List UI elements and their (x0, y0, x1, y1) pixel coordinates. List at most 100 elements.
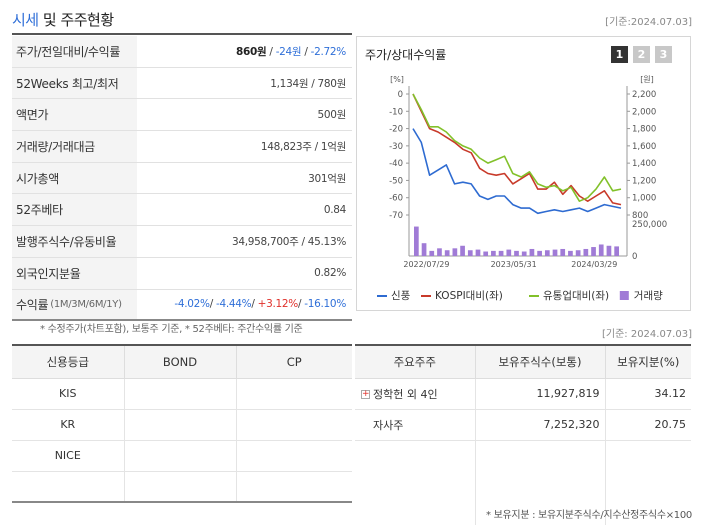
chart-page-1-button[interactable]: 1 (611, 46, 628, 63)
right-tick-label: 2,000 (632, 107, 656, 117)
shareholder-pct (604, 440, 691, 525)
shareholder-name: 자사주 (355, 409, 475, 441)
legend-label: KOSPI대비(좌) (435, 290, 503, 302)
shareholder-shares (474, 440, 605, 525)
volume-bar (591, 247, 596, 256)
volume-bar (544, 250, 550, 256)
price-row-label: 시가총액 (12, 162, 137, 194)
volume-bar (467, 250, 473, 256)
price-row-value: 0.82% (314, 267, 346, 280)
table-row: KIS (12, 378, 352, 410)
price-row-label: 52Weeks 최고/최저 (12, 67, 137, 99)
shareholder-pct: 34.12 (604, 378, 691, 410)
price-row: 거래량/거래대금 148,823주 / 1억원 (12, 131, 352, 163)
shareholder-footnote: * 보유지분 : 보유지분주식수/지수산정주식수×100 (486, 510, 692, 521)
bond-rating (123, 471, 236, 503)
expand-icon[interactable]: + (361, 389, 370, 399)
volume-bar (460, 245, 465, 256)
credit-rating-table: 신용등급 BOND CP KIS KR NICE (12, 344, 352, 503)
price-row: 수익률 (1M/3M/6M/1Y) -4.02%/ -4.44%/ +3.12%/… (12, 289, 352, 322)
volume-bar (598, 244, 604, 256)
price-row: 시가총액 301억원 (12, 162, 352, 195)
volume-bar (414, 226, 419, 256)
price-row: 액면가 500원 (12, 99, 352, 132)
left-axis-unit: [%] (390, 75, 404, 84)
volume-bar (483, 251, 489, 256)
price-row-label: 발행주식수/유동비율 (12, 226, 137, 257)
legend-label: 유통업대비(좌) (543, 289, 609, 302)
credit-agency: KR (12, 409, 124, 441)
volume-bar (452, 248, 458, 256)
shareholder-pct: 20.75 (604, 409, 691, 441)
return-3m: -4.44% (215, 298, 252, 311)
right-tick-label: 2,200 (632, 90, 656, 100)
price-row: 52주베타 0.84 (12, 194, 352, 227)
shareholder-name: + 정학헌 외 4인 (355, 378, 475, 410)
legend-label: 거래량 (634, 290, 663, 302)
credit-header-cp: CP (235, 346, 352, 379)
separator: / (266, 45, 276, 58)
volume-bar (552, 249, 558, 256)
series-line (412, 128, 622, 215)
price-row-value: 0.84 (323, 203, 346, 216)
returns-period-label: (1M/3M/6M/1Y) (50, 298, 122, 310)
shareholder-name-text: 정학헌 외 4인 (373, 387, 438, 401)
left-tick-label: -20 (389, 125, 403, 135)
price-change-rate: -2.72% (310, 45, 347, 58)
bond-rating (123, 378, 236, 410)
left-tick-label: -30 (389, 142, 403, 152)
volume-bar (575, 250, 581, 256)
volume-tick-label: 250,000 (632, 220, 667, 230)
shareholder-header-name: 주요주주 (355, 346, 475, 379)
right-axis-unit: [원] (640, 75, 654, 84)
section-title: 시세 및 주주현황 (12, 9, 114, 30)
price-row-label: 52주베타 (12, 194, 137, 226)
price-footnote: * 수정주가(차트포함), 보통주 기준, * 52주베타: 주간수익률 기준 (40, 324, 303, 335)
left-tick-label: -70 (389, 211, 403, 221)
price-row-value: 301억원 (308, 172, 346, 185)
left-tick-label: 0 (398, 90, 403, 100)
returns-label: 수익률 (16, 297, 49, 312)
credit-header-rating: 신용등급 (12, 346, 124, 379)
price-row: 주가/전일대비/수익률 860원 / -24원 / -2.72% (12, 36, 352, 68)
shareholder-shares: 11,927,819 (474, 378, 605, 410)
right-tick-label: 800 (632, 211, 648, 221)
legend-label: 신풍 (391, 290, 411, 302)
x-tick-label: 2022/07/29 (403, 260, 449, 269)
table-row: KR (12, 409, 352, 441)
right-tick-label: 1,400 (632, 159, 656, 169)
price-row-value: -4.02%/ -4.44%/ +3.12%/ -16.10% (174, 298, 346, 311)
relative-return-chart: [%] [원] 0 -10 -20 -30 -40 -50 -60 -70 2,200 2,000 1,… (377, 75, 667, 302)
volume-bar (529, 248, 535, 256)
chart-reference-date: [기준: 2024.07.03] (601, 329, 692, 340)
volume-bar (606, 245, 612, 256)
volume-tick-label: 0 (632, 252, 637, 262)
price-row-value: 1,134원 / 780원 (270, 77, 346, 90)
credit-agency: KIS (12, 378, 124, 410)
chart-page-3-button[interactable]: 3 (655, 46, 672, 63)
volume-bar (437, 248, 442, 256)
volume-bar (521, 251, 527, 256)
cp-rating (235, 378, 352, 410)
shareholder-header-pct: 보유지분(%) (604, 346, 691, 379)
shareholder-name (355, 440, 475, 525)
volume-bar (429, 250, 435, 256)
shareholder-table: 주요주주 보유주식수(보통) 보유지분(%) + 정학헌 외 4인 11,927,… (355, 344, 691, 525)
chart-page-2-button[interactable]: 2 (633, 46, 650, 63)
price-row: 발행주식수/유동비율 34,958,700주 / 45.13% (12, 226, 352, 258)
shareholder-shares: 7,252,320 (474, 409, 605, 441)
shareholder-header-shares: 보유주식수(보통) (474, 346, 605, 379)
price-row-label: 거래량/거래대금 (12, 131, 137, 162)
left-tick-label: -40 (389, 159, 403, 169)
left-tick-label: -10 (389, 107, 403, 117)
volume-bar (444, 250, 450, 256)
volume-bar (506, 249, 512, 256)
bond-rating (123, 440, 236, 472)
table-row: + 정학헌 외 4인 11,927,819 34.12 (355, 378, 691, 410)
current-price: 860원 (235, 45, 267, 58)
price-row-label: 수익률 (1M/3M/6M/1Y) (12, 289, 137, 320)
volume-bar (498, 250, 504, 256)
x-tick-label: 2023/05/31 (491, 260, 537, 269)
table-row (355, 440, 691, 525)
return-1y: -16.10% (304, 298, 346, 311)
